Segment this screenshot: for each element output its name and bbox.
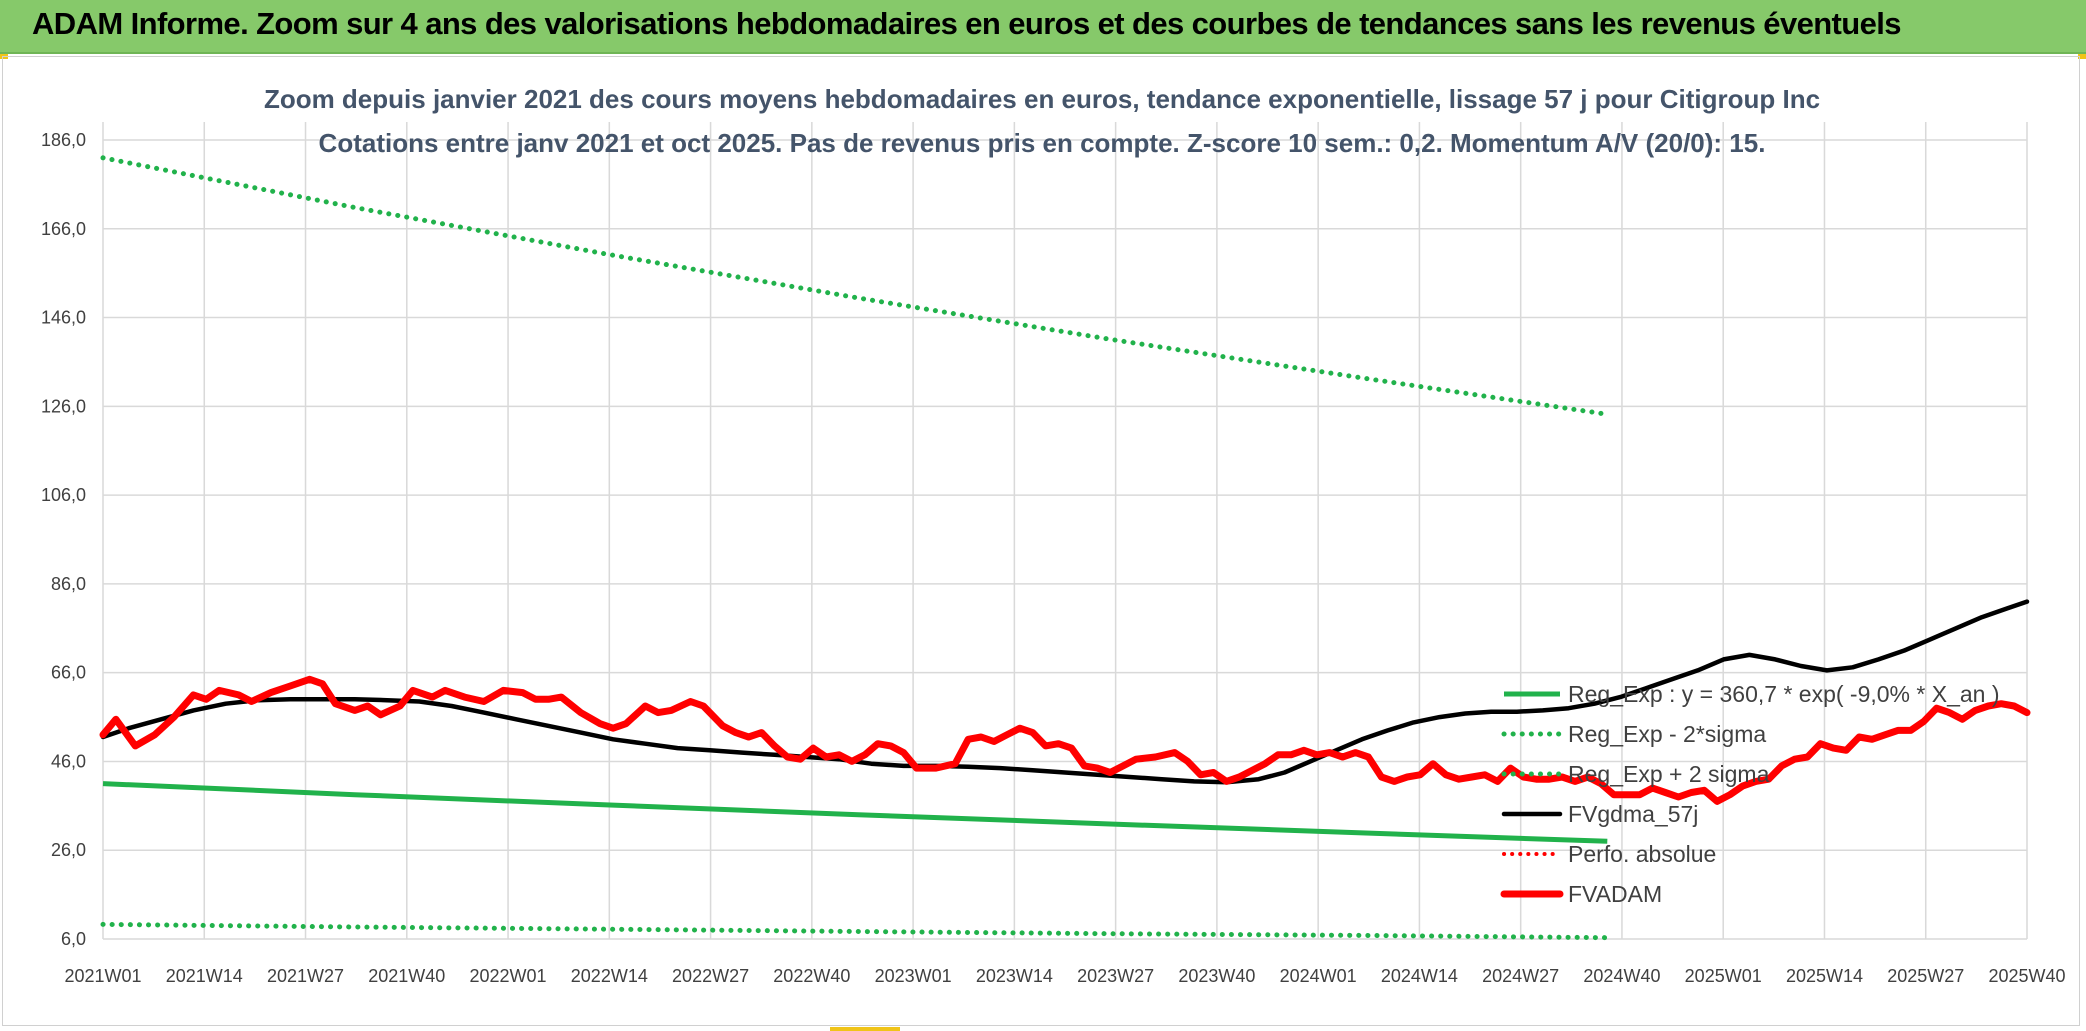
y-tick-label: 46,0 bbox=[51, 751, 86, 771]
y-tick-label: 146,0 bbox=[41, 308, 86, 328]
legend-label: Perfo. absolue bbox=[1568, 841, 1716, 867]
legend-label: FVADAM bbox=[1568, 881, 1662, 907]
y-tick-label: 26,0 bbox=[51, 840, 86, 860]
x-tick-label: 2024W27 bbox=[1482, 966, 1559, 986]
series-line-reg-exp-y-360-7-exp-9-0- bbox=[102, 781, 1608, 844]
y-tick-label: 166,0 bbox=[41, 219, 86, 239]
report-banner: ADAM Informe. Zoom sur 4 ans des valoris… bbox=[0, 0, 2086, 54]
legend-label: FVgdma_57j bbox=[1568, 801, 1698, 827]
x-tick-label: 2021W01 bbox=[64, 966, 141, 986]
corner-accent-right bbox=[2078, 54, 2086, 59]
x-tick-label: 2021W40 bbox=[368, 966, 445, 986]
x-tick-label: 2025W40 bbox=[1988, 966, 2065, 986]
y-tick-label: 126,0 bbox=[41, 396, 86, 416]
y-tick-label: 66,0 bbox=[51, 663, 86, 683]
chart-grid bbox=[102, 122, 2028, 940]
bottom-accent bbox=[830, 1027, 900, 1031]
x-tick-label: 2023W40 bbox=[1178, 966, 1255, 986]
chart-legend: Reg_Exp : y = 360,7 * exp( -9,0% * X_an … bbox=[1500, 681, 2000, 907]
chart-frame bbox=[2, 56, 2080, 1026]
x-tick-label: 2023W01 bbox=[875, 966, 952, 986]
legend-label: Reg_Exp + 2 sigma bbox=[1568, 761, 1770, 787]
y-tick-label: 106,0 bbox=[41, 485, 86, 505]
x-tick-label: 2024W40 bbox=[1583, 966, 1660, 986]
y-tick-label: 6,0 bbox=[61, 929, 86, 949]
chart-title: Zoom depuis janvier 2021 des cours moyen… bbox=[264, 84, 1820, 114]
x-tick-label: 2022W27 bbox=[672, 966, 749, 986]
y-tick-label: 186,0 bbox=[41, 130, 86, 150]
chart-series bbox=[99, 155, 2031, 941]
x-tick-label: 2025W01 bbox=[1685, 966, 1762, 986]
x-tick-label: 2023W14 bbox=[976, 966, 1053, 986]
x-tick-label: 2025W27 bbox=[1887, 966, 1964, 986]
report-title: ADAM Informe. Zoom sur 4 ans des valoris… bbox=[32, 6, 1902, 41]
legend-label: Reg_Exp : y = 360,7 * exp( -9,0% * X_an … bbox=[1568, 681, 2000, 707]
y-tick-label: 86,0 bbox=[51, 574, 86, 594]
series-line-reg-exp-2-sigma bbox=[100, 155, 1610, 417]
x-tick-label: 2021W14 bbox=[166, 966, 243, 986]
x-tick-label: 2022W01 bbox=[470, 966, 547, 986]
series-line-reg-exp-2-sigma bbox=[100, 921, 1610, 941]
legend-label: Reg_Exp - 2*sigma bbox=[1568, 721, 1766, 747]
x-tick-label: 2022W40 bbox=[773, 966, 850, 986]
x-tick-label: 2024W01 bbox=[1280, 966, 1357, 986]
x-tick-label: 2024W14 bbox=[1381, 966, 1458, 986]
x-tick-label: 2021W27 bbox=[267, 966, 344, 986]
x-tick-label: 2025W14 bbox=[1786, 966, 1863, 986]
y-axis-ticks: 186,0 166,0 146,0 126,0 106,0 86,0 66,0 46,0 26,… bbox=[41, 130, 86, 949]
series-line-fvgdma-57j bbox=[100, 599, 2030, 785]
x-axis-ticks: 2021W01 2021W14 2021W27 2021W40 2022W01 2022W… bbox=[64, 966, 2065, 986]
series-line-fvadam bbox=[99, 675, 2031, 805]
chart-subtitle: Cotations entre janv 2021 et oct 2025. P… bbox=[319, 128, 1766, 158]
x-tick-label: 2023W27 bbox=[1077, 966, 1154, 986]
x-tick-label: 2022W14 bbox=[571, 966, 648, 986]
